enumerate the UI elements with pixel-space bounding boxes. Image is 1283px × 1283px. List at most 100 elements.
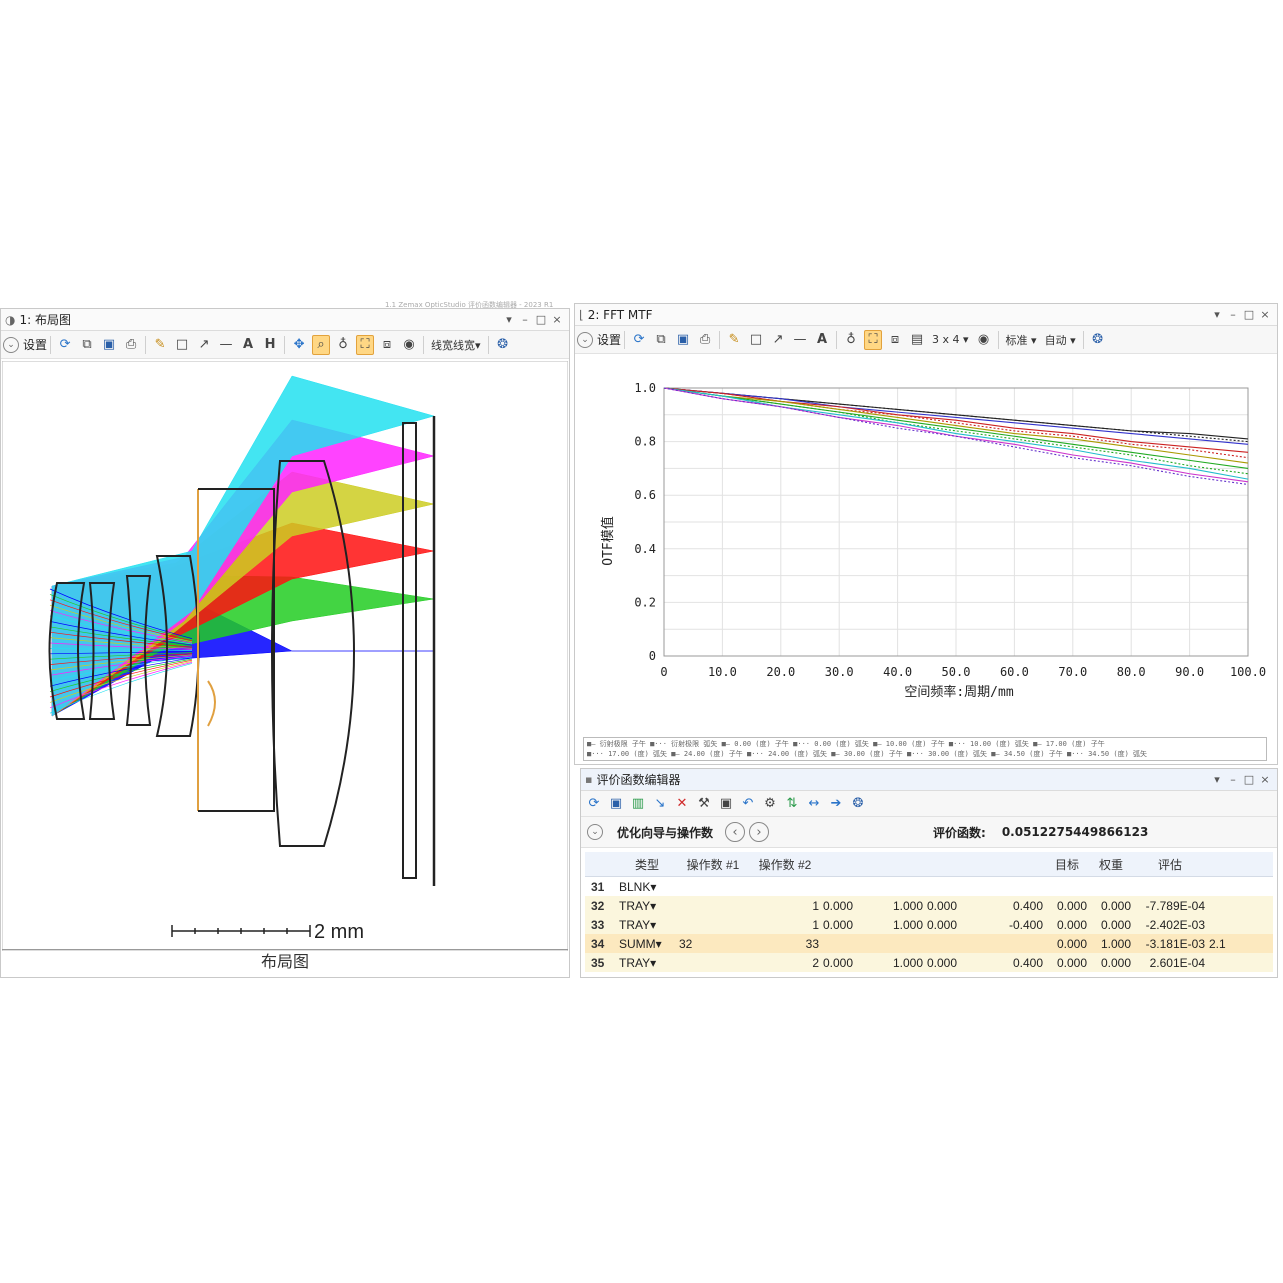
minimize-button[interactable]: – (1230, 773, 1236, 786)
fit-window-icon[interactable]: ⛶ (864, 329, 883, 350)
wizard-label[interactable]: 优化向导与操作数 (617, 825, 714, 840)
copy-icon[interactable]: ⧉ (82, 337, 92, 352)
param-cell[interactable] (969, 876, 1045, 896)
mtf-titlebar[interactable]: ⌊ 2: FFT MTF ▾ – □ × (575, 304, 1277, 326)
target-cell[interactable]: 0.000 (1045, 953, 1089, 972)
arrow-icon[interactable]: ↗ (772, 332, 784, 347)
weight-cell[interactable]: 1.000 (1089, 934, 1133, 953)
save-icon[interactable]: ▣ (102, 337, 116, 352)
minimize-button[interactable]: – (522, 313, 528, 326)
close-button[interactable]: × (1260, 773, 1270, 786)
pan-icon[interactable]: ✥ (293, 337, 305, 352)
save-icon[interactable]: ▣ (609, 796, 623, 811)
param-cell[interactable]: 1.000 (873, 915, 925, 934)
operand-type-cell[interactable]: BLNK▾ (617, 876, 677, 896)
operand1-cell[interactable] (677, 915, 749, 934)
window-menu-button[interactable]: ▾ (1214, 773, 1220, 786)
param-cell[interactable] (969, 934, 1045, 953)
rectangle-icon[interactable]: □ (175, 337, 189, 352)
expand-wizard-icon[interactable]: ⌄ (587, 824, 603, 840)
value-cell[interactable] (1133, 876, 1207, 896)
col-6[interactable] (969, 852, 1045, 877)
param-cell[interactable] (925, 876, 969, 896)
maximize-button[interactable]: □ (535, 313, 547, 326)
nav-next-button[interactable]: › (749, 822, 770, 842)
param-cell[interactable]: 0.000 (925, 953, 969, 972)
col-3[interactable] (821, 852, 873, 877)
help-icon[interactable]: ❂ (497, 337, 508, 352)
col-op1[interactable]: 操作数 #1 (677, 852, 749, 877)
param-cell[interactable]: 0.400 (969, 953, 1045, 972)
dimension-icon[interactable]: H (264, 337, 276, 352)
operand1-cell[interactable] (677, 876, 749, 896)
select-icon[interactable]: ▣ (719, 796, 733, 811)
line-icon[interactable]: — (793, 332, 807, 347)
grid-layout-icon[interactable]: ▤ (910, 332, 924, 347)
print-icon[interactable]: ⎙ (125, 337, 137, 352)
operand2-cell[interactable]: 1 (749, 896, 821, 915)
standard-dropdown[interactable]: 标准 ▾ (1005, 333, 1037, 347)
close-button[interactable]: × (1260, 308, 1270, 321)
col-target[interactable]: 目标 (1045, 852, 1089, 877)
line-icon[interactable]: — (219, 337, 233, 352)
param-cell[interactable] (821, 876, 873, 896)
weight-cell[interactable]: 0.000 (1089, 896, 1133, 915)
window-menu-button[interactable]: ▾ (1214, 308, 1220, 321)
expand-settings-icon[interactable]: ⌄ (3, 336, 19, 353)
weight-cell[interactable]: 0.000 (1089, 953, 1133, 972)
operand2-cell[interactable] (749, 876, 821, 896)
contribution-cell[interactable] (1207, 915, 1273, 934)
target-cell[interactable]: 0.000 (1045, 915, 1089, 934)
operand1-cell[interactable] (677, 896, 749, 915)
wand-icon[interactable]: ⚒ (698, 796, 710, 811)
pencil-icon[interactable]: ✎ (728, 332, 740, 347)
operand2-cell[interactable]: 33 (749, 934, 821, 953)
param-cell[interactable] (873, 876, 925, 896)
rectangle-icon[interactable]: □ (749, 332, 763, 347)
fit-window-icon[interactable]: ⛶ (356, 334, 375, 355)
param-cell[interactable] (821, 934, 873, 953)
print-icon[interactable]: ⎙ (699, 332, 711, 347)
col-op2[interactable]: 操作数 #2 (749, 852, 821, 877)
text-icon[interactable]: A (242, 337, 254, 352)
param-cell[interactable]: -0.400 (969, 915, 1045, 934)
contribution-cell[interactable] (1207, 876, 1273, 896)
insert-row-icon[interactable]: ↘ (654, 796, 666, 811)
export-icon[interactable]: ⧈ (382, 337, 392, 352)
col-value[interactable]: 评估 (1133, 852, 1207, 877)
timer-icon[interactable]: ◉ (977, 332, 990, 347)
layout-grid-dropdown[interactable]: 3 x 4 ▾ (932, 333, 969, 346)
weight-cell[interactable] (1089, 876, 1133, 896)
param-cell[interactable]: 0.000 (925, 896, 969, 915)
value-cell[interactable]: -2.402E-03 (1133, 915, 1207, 934)
gear-icon[interactable]: ⚙ (764, 796, 776, 811)
maximize-button[interactable]: □ (1243, 308, 1255, 321)
param-cell[interactable]: 1.000 (873, 896, 925, 915)
target-cell[interactable]: 0.000 (1045, 934, 1089, 953)
param-cell[interactable]: 0.400 (969, 896, 1045, 915)
table-row[interactable]: 35 TRAY▾ 2 0.000 1.000 0.000 0.400 0.000 0.000 2.… (585, 953, 1273, 972)
refresh-icon[interactable]: ⟳ (59, 337, 71, 352)
operand-type-cell[interactable]: SUMM▾ (617, 934, 677, 953)
table-row[interactable]: 32 TRAY▾ 1 0.000 1.000 0.000 0.400 0.000 0.000 -7… (585, 896, 1273, 915)
load-icon[interactable]: ▥ (631, 796, 645, 811)
value-cell[interactable]: -3.181E-03 (1133, 934, 1207, 953)
target-cell[interactable] (1045, 876, 1089, 896)
param-cell[interactable] (925, 934, 969, 953)
contribution-cell[interactable] (1207, 953, 1273, 972)
target-cell[interactable]: 0.000 (1045, 896, 1089, 915)
col-5[interactable] (925, 852, 969, 877)
col-weight[interactable]: 权重 (1089, 852, 1133, 877)
value-cell[interactable]: 2.601E-04 (1133, 953, 1207, 972)
lightbulb-icon[interactable]: ♁ (338, 337, 348, 352)
value-cell[interactable]: -7.789E-04 (1133, 896, 1207, 915)
refresh-icon[interactable]: ⟳ (588, 796, 600, 811)
weight-cell[interactable]: 0.000 (1089, 915, 1133, 934)
table-row[interactable]: 33 TRAY▾ 1 0.000 1.000 0.000 -0.400 0.000 0.000-… (585, 915, 1273, 934)
expand-arrows-icon[interactable]: ↔ (808, 796, 820, 811)
line-thickness-dropdown[interactable]: 线宽线宽▾ (431, 338, 481, 352)
text-icon[interactable]: A (816, 332, 828, 347)
table-row[interactable]: 31 BLNK▾ (585, 876, 1273, 896)
settings-button[interactable]: 设置 (23, 338, 48, 352)
next-arrow-icon[interactable]: ➔ (830, 796, 842, 811)
